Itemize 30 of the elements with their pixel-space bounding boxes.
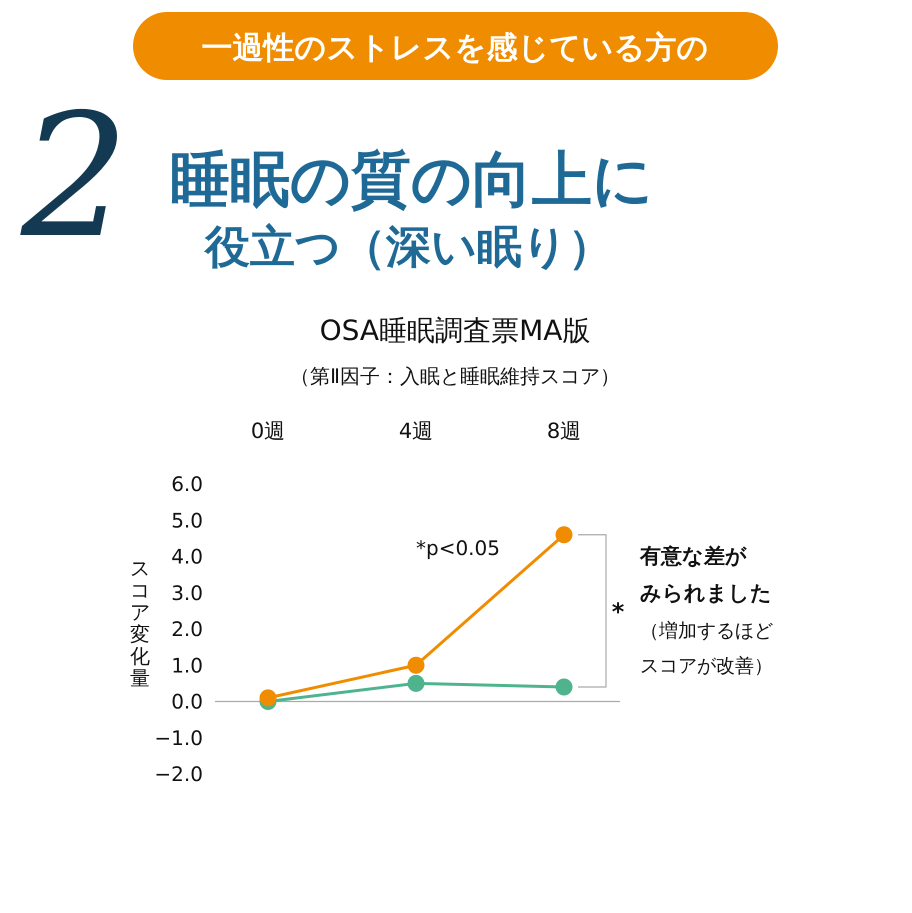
chart-subtitle: （第Ⅱ因子：入眠と睡眠維持スコア） bbox=[290, 364, 620, 388]
annotation: * bbox=[612, 598, 625, 626]
annotation: *p<0.05 bbox=[416, 536, 500, 560]
y-tick-label: −2.0 bbox=[154, 762, 203, 786]
text: 睡眠の質の向上に bbox=[170, 145, 653, 215]
point bbox=[260, 689, 276, 706]
point bbox=[408, 674, 424, 692]
point bbox=[408, 656, 424, 674]
point bbox=[556, 678, 572, 696]
y-tick-label: 1.0 bbox=[171, 653, 203, 678]
y-tick-label: 0.0 bbox=[171, 690, 203, 714]
chart-title: OSA睡眠調査票MA版 bbox=[320, 314, 590, 347]
text: 一過性のストレスを感じている方の bbox=[202, 30, 708, 66]
text: スコアが改善） bbox=[640, 655, 773, 677]
text: （増加するほど bbox=[640, 620, 773, 642]
y-tick-label: 6.0 bbox=[171, 472, 203, 496]
x-tick-label: 8週 bbox=[546, 419, 582, 443]
y-tick-label: 4.0 bbox=[171, 544, 203, 568]
text: 2 bbox=[20, 78, 130, 276]
y-tick-label: 2.0 bbox=[171, 617, 203, 641]
x-tick-label: 4週 bbox=[398, 419, 434, 443]
x-tick-label: 0週 bbox=[250, 419, 286, 443]
y-axis-title: スコア変化量 bbox=[130, 556, 150, 690]
y-tick-label: −1.0 bbox=[154, 726, 203, 750]
y-tick-label: 5.0 bbox=[171, 508, 203, 532]
text: 役立つ（深い眠り） bbox=[203, 220, 613, 273]
y-tick-label: 3.0 bbox=[171, 580, 203, 605]
point bbox=[556, 526, 572, 544]
text: みられました bbox=[640, 581, 772, 605]
text: 有意な差が bbox=[639, 544, 747, 568]
